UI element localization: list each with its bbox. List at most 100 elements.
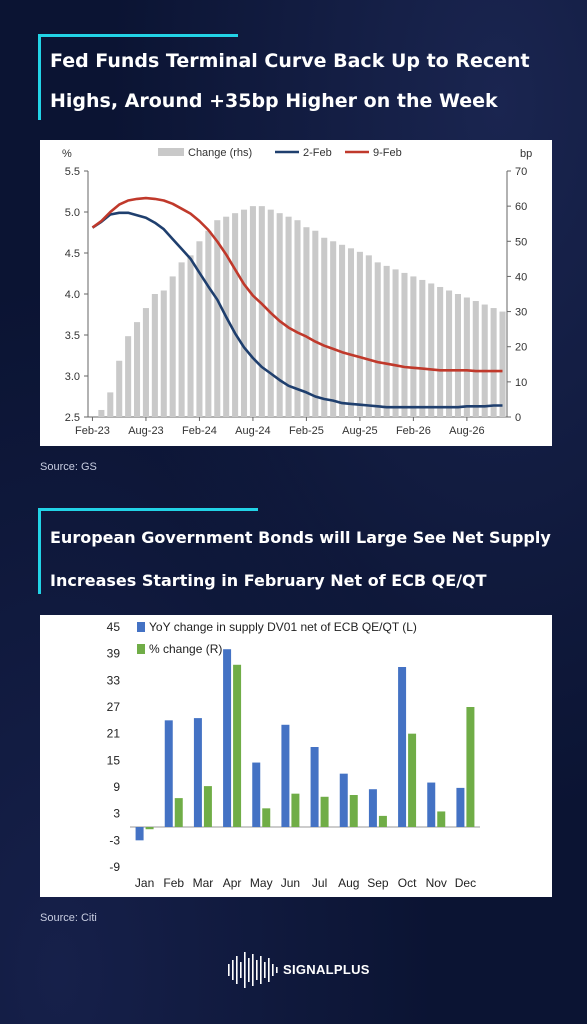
change-bar: [321, 237, 328, 417]
change-bar: [481, 304, 488, 417]
right-unit-label: bp: [520, 148, 532, 160]
x-tick-label: Aug-24: [235, 425, 270, 437]
series-line-2-feb: [91, 211, 503, 409]
x-tick-label: Nov: [426, 876, 447, 890]
chart2-title-block: European Government Bonds will Large See…: [38, 508, 579, 598]
left-tick-label: 4.0: [65, 289, 80, 301]
right-tick-label: 30: [515, 307, 527, 319]
chart1-panel: 5.5 5.0 4.5 4.0 3.5 3.0 2.5 70 60 50 40 30 20 10 0% bp F…: [40, 140, 552, 446]
change-bar: [410, 276, 417, 417]
y-tick-label: -3: [109, 833, 120, 847]
right-tick-label: 20: [515, 342, 527, 354]
chart1-title-block: Fed Funds Terminal Curve Back Up to Rece…: [38, 34, 579, 124]
change-bar: [249, 206, 256, 417]
x-tick-label: Aug-23: [128, 425, 163, 437]
y-tick-label: 3: [113, 807, 120, 821]
change-bar: [347, 248, 355, 417]
x-tick-label: Jun: [281, 876, 300, 890]
chart2-svg: 45 39 33 27 21 15 9 3 -3 -9 Jan Feb Mar Apr May Jun Jul A…: [107, 620, 480, 890]
change-bar: [232, 213, 239, 417]
chart2-title-line2: Increases Starting in February Net of EC…: [50, 571, 487, 590]
change-bar: [160, 290, 167, 417]
x-tick-label: Aug: [338, 876, 359, 890]
x-tick-label: Mar: [193, 876, 214, 890]
right-tick-label: 50: [515, 236, 527, 248]
pct-change-bar: [408, 733, 417, 827]
left-tick-label: 3.0: [65, 371, 80, 383]
change-bar: [294, 220, 301, 417]
change-bar: [303, 227, 310, 417]
change-bar: [134, 322, 141, 417]
pct-change-bar: [291, 793, 300, 827]
legend-label: Change (rhs): [188, 147, 252, 159]
change-bar: [356, 251, 363, 417]
x-tick-label: Feb-23: [75, 425, 110, 437]
supply-bar: [310, 747, 319, 827]
title-accent-bar-top: [38, 34, 238, 37]
legend-swatch: [158, 148, 184, 156]
change-bar: [437, 286, 444, 417]
supply-bar: [252, 762, 261, 827]
change-bar: [339, 244, 346, 417]
legend-label: % change (R): [149, 642, 222, 656]
change-bar: [125, 336, 132, 417]
change-bar: [107, 392, 114, 417]
change-bar: [499, 311, 506, 417]
legend-label: 2-Feb: [303, 147, 332, 159]
x-tick-label: Feb-24: [182, 425, 217, 437]
change-bar: [312, 230, 319, 417]
change-bar: [258, 206, 265, 417]
title-accent-bar: [38, 508, 41, 594]
x-tick-label: Feb: [163, 876, 184, 890]
supply-bar: [368, 789, 377, 827]
y-tick-label: -9: [109, 860, 120, 874]
left-tick-label: 5.5: [65, 166, 80, 178]
legend-label: 9-Feb: [373, 147, 402, 159]
title-accent-bar-top: [38, 508, 258, 511]
change-bar: [419, 279, 426, 417]
change-bar: [365, 255, 372, 417]
change-bar: [178, 262, 185, 417]
chart1-title-line1: Fed Funds Terminal Curve Back Up to Rece…: [50, 50, 530, 72]
x-tick-label: Sep: [367, 876, 389, 890]
supply-bar: [223, 649, 232, 827]
change-bar: [446, 290, 453, 417]
pct-change-bar: [320, 796, 329, 827]
change-bar: [401, 272, 408, 417]
change-bar: [169, 276, 176, 417]
y-tick-label: 9: [113, 780, 120, 794]
right-tick-label: 40: [515, 271, 527, 283]
brand: SIGNALPLUS: [0, 950, 587, 990]
right-tick-label: 70: [515, 166, 527, 178]
chart1-title-line2: Highs, Around +35bp Higher on the Week: [50, 90, 498, 112]
chart1-source: Source: GS: [40, 461, 97, 473]
x-tick-label: Dec: [455, 876, 476, 890]
change-bar: [276, 213, 283, 417]
pct-change-bar: [262, 808, 271, 827]
x-tick-label: Jul: [312, 876, 327, 890]
pct-change-bar: [203, 786, 212, 827]
change-bar: [472, 301, 479, 417]
left-tick-label: 2.5: [65, 412, 80, 424]
right-tick-label: 0: [515, 412, 521, 424]
chart2-source: Source: Citi: [40, 912, 97, 924]
x-tick-label: Feb-26: [396, 425, 431, 437]
legend-swatch: [137, 644, 145, 654]
left-tick-label: 4.5: [65, 248, 80, 260]
left-tick-label: 5.0: [65, 207, 80, 219]
pct-change-bar: [233, 664, 242, 827]
left-tick-label: 3.5: [65, 330, 80, 342]
y-tick-label: 15: [107, 753, 121, 767]
brand-name: SIGNALPLUS: [283, 962, 370, 977]
pct-change-bar: [174, 798, 183, 827]
x-tick-label: Aug-26: [449, 425, 484, 437]
right-tick-label: 60: [515, 201, 527, 213]
supply-bar: [281, 724, 290, 827]
supply-bar: [456, 787, 465, 827]
change-bar: [428, 283, 435, 417]
change-bar: [116, 360, 123, 417]
x-tick-label: Aug-25: [342, 425, 377, 437]
signalplus-logo-icon: [228, 952, 278, 988]
legend-label: YoY change in supply DV01 net of ECB QE/…: [149, 620, 417, 634]
y-tick-label: 33: [107, 673, 121, 687]
